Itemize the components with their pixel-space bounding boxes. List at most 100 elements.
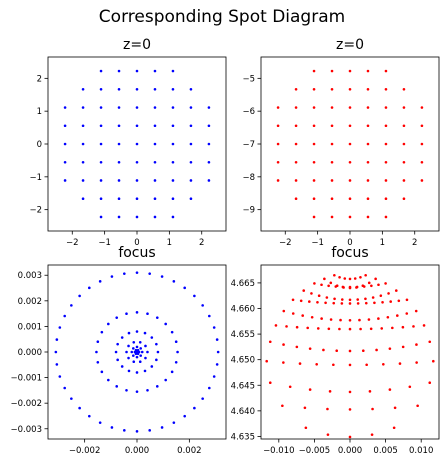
spot-point bbox=[276, 160, 280, 164]
spot-point bbox=[332, 363, 335, 367]
spot-point bbox=[348, 302, 352, 305]
spot-point bbox=[174, 340, 178, 344]
spot-point bbox=[172, 280, 176, 283]
x-tick-label: −2 bbox=[66, 238, 79, 248]
spot-point bbox=[323, 277, 326, 281]
spot-point bbox=[135, 197, 139, 201]
spot-point bbox=[63, 142, 67, 146]
spot-point bbox=[330, 87, 334, 91]
spot-points bbox=[54, 271, 220, 433]
spot-point bbox=[114, 350, 118, 354]
x-tick-label: −1 bbox=[311, 238, 324, 248]
spot-point bbox=[334, 285, 338, 288]
y-tick-label: 2 bbox=[37, 74, 42, 84]
spot-point bbox=[63, 314, 66, 318]
spot-point bbox=[312, 87, 316, 91]
spot-point bbox=[282, 361, 285, 364]
subplot-title: focus bbox=[118, 245, 155, 261]
spot-point bbox=[99, 142, 103, 146]
spot-point bbox=[365, 363, 368, 367]
spot-point bbox=[153, 106, 157, 109]
spot-point bbox=[393, 406, 397, 410]
x-tick-label: 0.010 bbox=[409, 446, 433, 456]
spot-point bbox=[171, 69, 175, 73]
spot-point bbox=[135, 311, 139, 314]
spot-point bbox=[171, 179, 175, 182]
spot-point bbox=[207, 124, 211, 128]
subplot-3: focus −0.002 0.000 0.002 0.003 0.002 0.001 0.00… bbox=[11, 245, 227, 456]
spot-point bbox=[153, 69, 157, 73]
spot-point bbox=[164, 378, 167, 382]
spot-point bbox=[340, 302, 344, 305]
spot-point bbox=[330, 215, 334, 219]
spot-point bbox=[110, 426, 114, 429]
spot-point bbox=[420, 160, 424, 164]
spot-point bbox=[135, 350, 139, 354]
spot-point bbox=[63, 179, 67, 182]
spot-point bbox=[340, 298, 344, 301]
spot-point bbox=[302, 289, 306, 292]
spot-point bbox=[95, 350, 98, 354]
y-tick-label: −0.003 bbox=[11, 425, 42, 435]
spot-point bbox=[348, 285, 352, 289]
spot-point bbox=[276, 124, 280, 128]
spot-point bbox=[288, 385, 292, 389]
spot-point bbox=[366, 142, 370, 146]
spot-point bbox=[81, 179, 85, 182]
spot-point bbox=[364, 301, 368, 305]
spot-point bbox=[402, 124, 406, 128]
y-tick-label: 0.003 bbox=[18, 271, 42, 281]
spot-point bbox=[416, 404, 419, 408]
spot-point bbox=[402, 179, 406, 182]
spot-point bbox=[312, 215, 316, 219]
spot-point bbox=[207, 179, 211, 182]
spot-point bbox=[315, 363, 318, 366]
spot-point bbox=[132, 360, 136, 364]
spot-point bbox=[268, 381, 272, 385]
subplot-1: z=0 −2 −1 0 1 2 −2 −1 0 1 2 bbox=[29, 37, 227, 248]
subplot-title: z=0 bbox=[336, 37, 364, 53]
spot-point bbox=[295, 325, 299, 329]
spot-point bbox=[281, 404, 284, 408]
y-tick-label: −1 bbox=[29, 173, 42, 183]
spot-point bbox=[160, 275, 164, 278]
y-tick-label: 4.660 bbox=[231, 305, 255, 315]
spot-point bbox=[364, 297, 367, 301]
y-tick-label: 0 bbox=[37, 140, 42, 150]
spot-point bbox=[384, 160, 388, 164]
spot-point bbox=[176, 350, 179, 354]
x-tick-label: 0.002 bbox=[177, 446, 201, 456]
spot-point bbox=[99, 124, 103, 128]
spot-point bbox=[127, 331, 131, 335]
spot-point bbox=[148, 429, 151, 432]
x-tick-label: 0 bbox=[347, 238, 352, 248]
y-tick-label: −0.002 bbox=[11, 399, 42, 409]
spot-point bbox=[384, 142, 388, 146]
spot-point bbox=[405, 298, 409, 302]
subplot-title: z=0 bbox=[123, 37, 151, 53]
y-tick-label: 4.665 bbox=[231, 279, 255, 289]
spot-point bbox=[402, 87, 406, 91]
spot-point bbox=[207, 106, 211, 109]
spot-point bbox=[160, 426, 164, 429]
spot-point bbox=[171, 215, 175, 219]
spot-point bbox=[135, 390, 139, 393]
y-tick-label: 0.000 bbox=[18, 348, 42, 358]
spot-point bbox=[348, 142, 352, 146]
spot-point bbox=[380, 327, 384, 330]
spot-point bbox=[366, 197, 370, 201]
spot-point bbox=[282, 309, 286, 313]
spot-point bbox=[327, 284, 330, 288]
spot-point bbox=[99, 160, 103, 164]
spot-point bbox=[301, 314, 305, 317]
spot-point bbox=[153, 142, 157, 146]
spot-point bbox=[55, 363, 59, 366]
spot-point bbox=[304, 426, 308, 430]
spot-point bbox=[330, 160, 334, 164]
spot-point bbox=[274, 324, 278, 327]
spot-point bbox=[171, 106, 175, 109]
spot-point bbox=[388, 347, 392, 350]
spot-point bbox=[432, 359, 435, 363]
spot-point bbox=[366, 69, 370, 73]
